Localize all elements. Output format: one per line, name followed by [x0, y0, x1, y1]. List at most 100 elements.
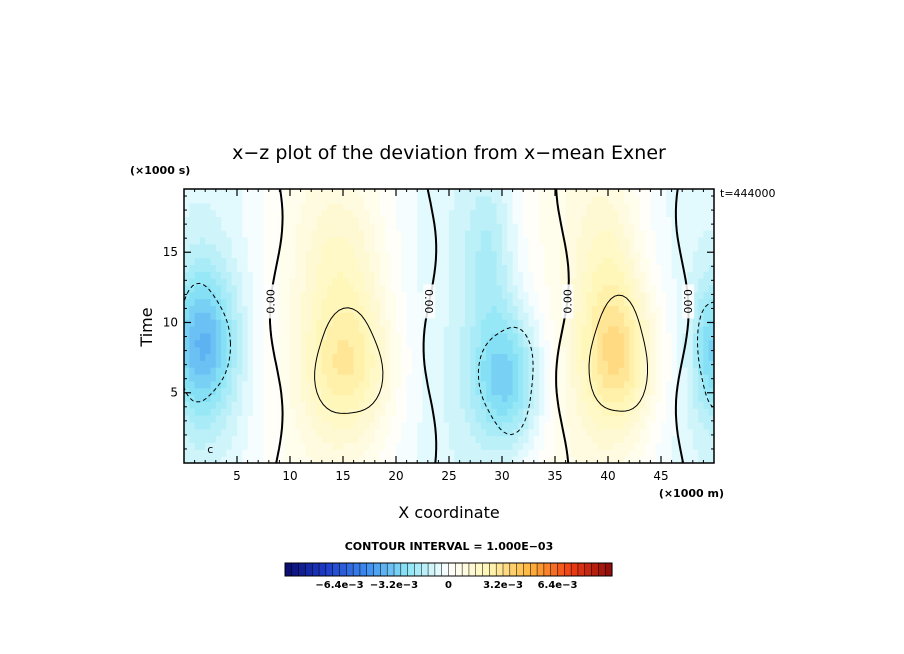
field-cell	[655, 435, 662, 444]
field-cell	[422, 223, 429, 231]
field-cell	[650, 236, 657, 245]
field-cell	[237, 257, 243, 265]
field-cell	[629, 346, 636, 354]
colorbar-swatch	[448, 562, 456, 577]
field-cell	[496, 408, 503, 416]
field-cell	[374, 326, 381, 334]
field-cell	[422, 449, 429, 457]
field-cell	[708, 373, 714, 382]
field-cell	[443, 209, 450, 217]
field-cell	[645, 243, 651, 252]
field-cell	[639, 442, 646, 450]
field-cell	[517, 428, 524, 437]
field-cell	[586, 360, 593, 368]
field-cell	[300, 216, 307, 224]
field-cell	[623, 278, 630, 286]
field-cell	[682, 428, 689, 437]
field-cell	[486, 216, 492, 224]
field-cell	[645, 367, 651, 375]
field-cell	[533, 421, 540, 430]
field-cell	[586, 312, 593, 320]
field-cell	[703, 456, 710, 463]
field-cell	[687, 278, 694, 286]
field-cell	[570, 428, 577, 437]
field-cell	[252, 415, 259, 423]
field-cell	[645, 428, 651, 437]
field-cell	[565, 236, 572, 245]
field-cell	[358, 291, 365, 300]
field-cell	[570, 339, 577, 348]
chart-title: x−z plot of the deviation from x−mean Ex…	[232, 142, 666, 164]
field-cell	[438, 209, 445, 217]
field-cell	[708, 195, 714, 204]
field-cell	[560, 394, 567, 402]
field-cell	[576, 291, 583, 300]
field-cell	[433, 360, 439, 368]
field-cell	[311, 312, 318, 320]
field-cell	[602, 257, 609, 265]
field-cell	[433, 312, 439, 320]
field-cell	[597, 189, 604, 197]
field-cell	[549, 394, 556, 402]
field-cell	[295, 353, 302, 361]
field-cell	[385, 421, 392, 430]
field-cell	[480, 202, 487, 211]
field-cell	[502, 353, 508, 361]
field-cell	[655, 202, 662, 211]
field-cell	[274, 291, 280, 300]
field-cell	[353, 387, 360, 396]
field-cell	[581, 230, 588, 238]
field-cell	[613, 209, 620, 217]
field-cell	[210, 278, 217, 286]
field-cell	[597, 278, 604, 286]
field-cell	[470, 189, 477, 197]
field-cell	[507, 236, 514, 245]
field-cell	[247, 319, 254, 327]
field-cell	[645, 271, 651, 279]
field-cell	[602, 216, 609, 224]
field-cell	[692, 298, 699, 307]
field-cell	[210, 319, 217, 327]
field-cell	[486, 346, 492, 354]
field-cell	[406, 271, 413, 279]
field-cell	[539, 264, 545, 272]
field-cell	[305, 387, 312, 396]
field-cell	[226, 401, 233, 409]
field-cell	[661, 264, 667, 272]
field-cell	[671, 236, 678, 245]
field-cell	[496, 257, 503, 265]
field-cell	[502, 189, 508, 197]
field-cell	[629, 278, 636, 286]
field-cell	[242, 291, 249, 300]
field-cell	[655, 264, 662, 272]
field-cell	[443, 189, 450, 197]
field-cell	[533, 346, 540, 354]
colorbar-swatch	[516, 562, 524, 577]
field-cell	[374, 209, 381, 217]
field-cell	[348, 319, 355, 327]
field-cell	[533, 195, 540, 204]
field-cell	[401, 291, 408, 300]
field-cell	[454, 408, 461, 416]
field-cell	[586, 367, 593, 375]
field-cell	[337, 332, 344, 341]
contour-label: 0.00	[265, 289, 278, 314]
field-cell	[486, 189, 492, 197]
field-cell	[274, 209, 280, 217]
field-cell	[348, 312, 355, 320]
field-cell	[692, 380, 699, 389]
field-cell	[613, 339, 620, 348]
field-cell	[353, 243, 360, 252]
field-cell	[661, 230, 667, 238]
field-cell	[661, 339, 667, 348]
field-cell	[205, 250, 212, 259]
field-cell	[645, 421, 651, 430]
field-cell	[274, 442, 280, 450]
field-cell	[581, 353, 588, 361]
field-cell	[549, 435, 556, 444]
field-cell	[358, 380, 365, 389]
field-cell	[555, 421, 561, 430]
field-cell	[634, 339, 641, 348]
field-cell	[258, 442, 265, 450]
field-cell	[533, 415, 540, 423]
